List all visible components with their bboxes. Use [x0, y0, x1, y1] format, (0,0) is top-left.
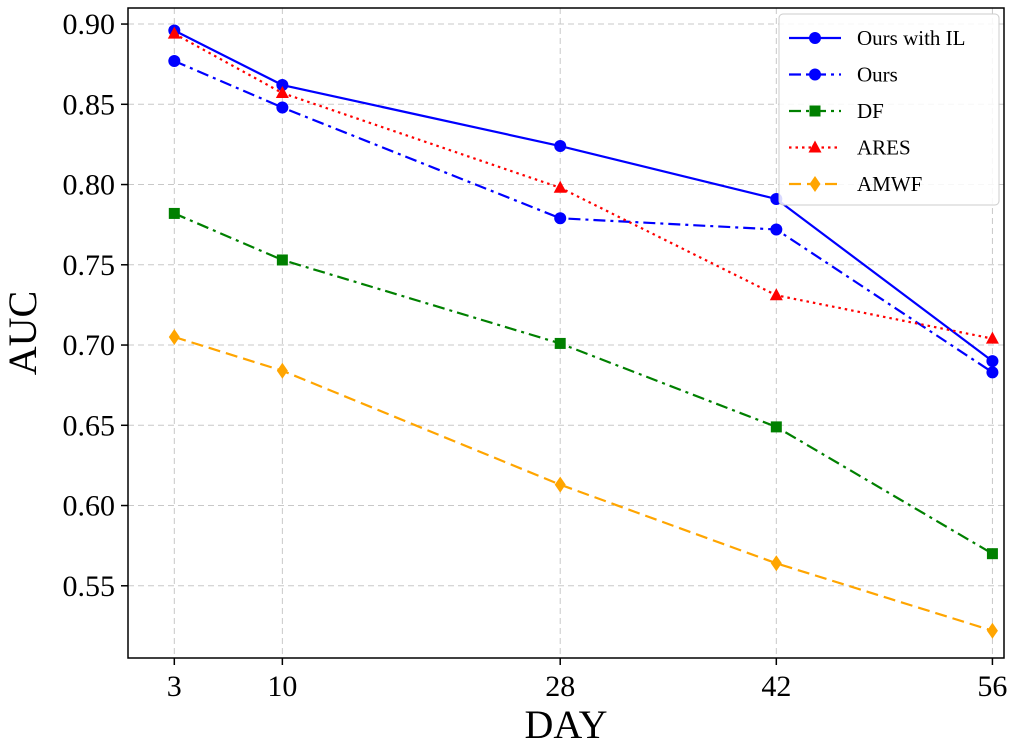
y-axis: 0.55 0.60 0.65 0.70 0.75 0.80 0.85 0.90	[63, 8, 128, 603]
x-tick-label: 28	[545, 670, 575, 703]
data-point-ours	[770, 223, 783, 236]
data-point-ours-with-il	[986, 355, 999, 368]
data-point-ours	[168, 54, 181, 67]
data-point-ares	[167, 26, 181, 39]
data-point-df	[168, 207, 180, 219]
legend-label: Ours	[857, 63, 898, 87]
legend-entry-df: DF	[789, 99, 884, 123]
x-tick-label: 42	[761, 670, 791, 703]
legend: Ours with IL Ours DF ARES AMWF	[778, 13, 1000, 206]
series-line-ours	[173, 59, 994, 374]
legend-marker-df	[809, 105, 821, 117]
y-tick-label: 0.65	[63, 409, 116, 442]
series-ares	[167, 26, 999, 344]
legend-label: DF	[857, 99, 884, 123]
legend-label: ARES	[857, 136, 911, 160]
y-tick-label: 0.70	[63, 329, 116, 362]
data-point-ours-with-il	[276, 79, 289, 92]
data-point-ares	[275, 86, 289, 99]
data-point-ares	[985, 331, 999, 344]
x-axis: 3 10 28 42 56	[167, 658, 1007, 703]
y-tick-label: 0.90	[63, 8, 116, 41]
legend-label: AMWF	[857, 172, 922, 196]
series-line-amwf	[173, 335, 993, 632]
series-amwf	[168, 329, 998, 639]
x-tick-label: 3	[167, 670, 182, 703]
legend-entry-ours: Ours	[789, 63, 898, 87]
legend-entry-ares: ARES	[789, 136, 911, 160]
series-df	[168, 207, 998, 560]
series-ours	[168, 54, 999, 379]
y-tick-label: 0.75	[63, 249, 116, 282]
data-point-ours	[276, 101, 289, 114]
legend-marker-ours-with-il	[809, 32, 821, 44]
x-tick-label: 56	[977, 670, 1007, 703]
legend-marker-ours	[809, 68, 821, 81]
data-point-ours	[554, 212, 567, 225]
x-tick-label: 10	[267, 670, 297, 703]
data-point-amwf	[554, 476, 566, 493]
data-point-ares	[769, 288, 783, 301]
plot-frame	[127, 7, 1005, 659]
legend-marker-ares	[808, 140, 822, 153]
legend-entry-amwf: AMWF	[789, 172, 922, 196]
data-point-amwf	[276, 362, 288, 379]
series-layer	[167, 24, 999, 639]
y-tick-label: 0.85	[63, 88, 116, 121]
legend-entry-ours-with-il: Ours with IL	[789, 26, 966, 50]
legend-label: Ours with IL	[857, 26, 966, 50]
data-point-amwf	[986, 622, 998, 639]
legend-box	[778, 13, 1000, 206]
data-point-amwf	[168, 329, 180, 346]
data-point-df	[554, 337, 566, 349]
data-point-ours-with-il	[554, 140, 567, 153]
data-point-df	[770, 421, 782, 433]
x-axis-title: DAY	[525, 702, 608, 744]
legend-marker-amwf	[809, 176, 821, 192]
data-point-ares	[553, 180, 567, 193]
y-axis-title: AUC	[0, 291, 45, 375]
data-point-amwf	[770, 555, 782, 572]
y-tick-label: 0.60	[63, 490, 116, 523]
data-point-ours	[986, 366, 999, 379]
data-point-df	[276, 254, 288, 266]
data-point-df	[986, 548, 998, 560]
y-tick-label: 0.80	[63, 169, 116, 202]
y-tick-label: 0.55	[63, 570, 116, 603]
